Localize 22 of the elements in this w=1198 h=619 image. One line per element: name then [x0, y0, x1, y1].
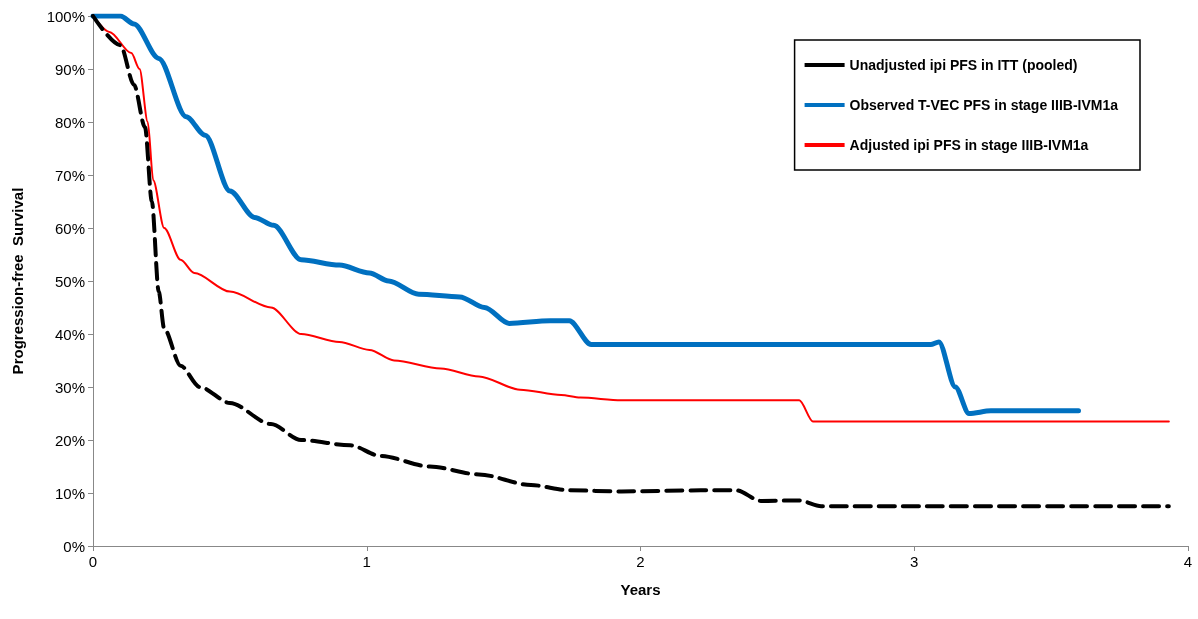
y-tick-label: 0%	[63, 537, 85, 555]
x-tick-label: 3	[910, 553, 919, 570]
y-tick-label: 50%	[54, 272, 85, 290]
x-tick-label: 4	[1183, 553, 1193, 570]
y-tick-label: 90%	[54, 60, 85, 78]
y-tick-label: 40%	[54, 325, 85, 343]
x-axis-title: Years	[620, 581, 661, 598]
y-tick-label: 30%	[54, 378, 85, 396]
line-series	[91, 14, 1171, 509]
y-tick-label: 100%	[46, 7, 85, 25]
x-tick-label: 0	[88, 553, 98, 570]
y-tick-label: 80%	[54, 113, 85, 131]
x-tick-label: 2	[636, 553, 645, 570]
legend-label: Unadjusted ipi PFS in ITT (pooled)	[849, 57, 1078, 73]
legend-label: Adjusted ipi PFS in stage IIIB-IVM1a	[849, 137, 1089, 153]
y-tick-label: 20%	[54, 431, 85, 449]
x-tick-label: 1	[362, 553, 371, 570]
y-tick-label: 70%	[54, 166, 85, 184]
y-tick-label: 60%	[54, 219, 85, 237]
legend-label: Observed T-VEC PFS in stage IIIB-IVM1a	[849, 97, 1119, 113]
y-tick-label: 10%	[54, 484, 85, 502]
y-axis-title: Progression-free Survival	[9, 187, 26, 375]
